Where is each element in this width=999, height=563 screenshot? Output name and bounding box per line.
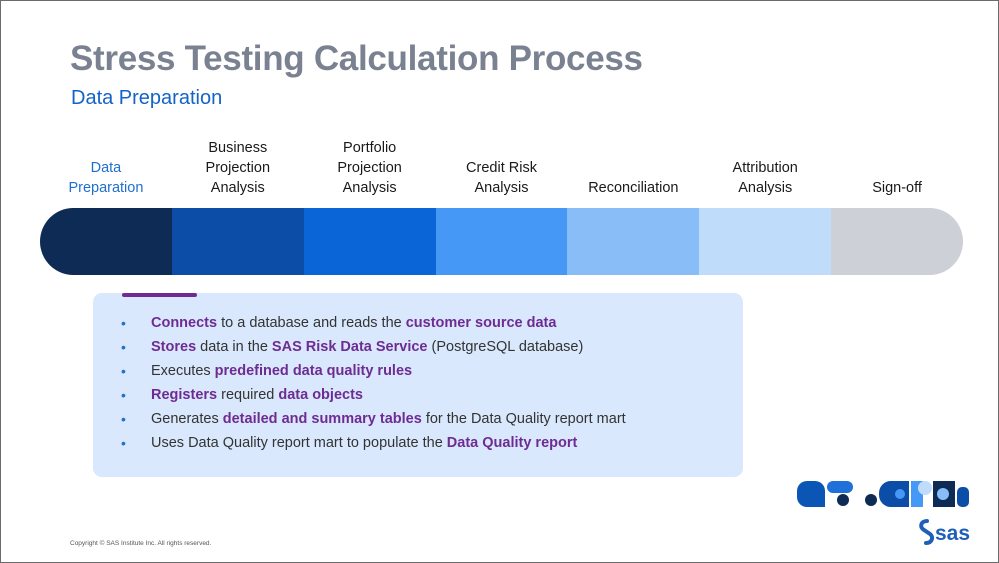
copyright-notice: Copyright © SAS Institute Inc. All right… — [70, 540, 212, 547]
process-step-label-line: Preparation — [68, 180, 144, 196]
bullet-text: Uses Data Quality report mart to populat… — [151, 435, 447, 451]
decorative-pattern-graphic — [797, 481, 969, 507]
bullet-emphasis: predefined data quality rules — [214, 363, 413, 379]
details-bullet-list: Connects to a database and reads the cus… — [121, 311, 626, 455]
process-segment-3 — [303, 208, 436, 275]
bullet-emphasis: data objects — [278, 387, 363, 403]
process-segment-2 — [171, 208, 304, 275]
slide-subtitle: Data Preparation — [71, 87, 223, 109]
process-step-label-7: Sign-off — [831, 178, 963, 198]
bullet-text: for the Data Quality report mart — [421, 411, 626, 427]
bullet-emphasis: SAS Risk Data Service — [271, 339, 428, 355]
bullet-text: Executes — [151, 363, 215, 379]
process-step-label-line: Business — [208, 140, 268, 156]
process-step-label-line: Projection — [337, 160, 402, 176]
bullet-emphasis: Connects — [151, 315, 218, 331]
details-bullet: Uses Data Quality report mart to populat… — [121, 431, 626, 455]
process-segment-5 — [567, 208, 700, 275]
bullet-emphasis: detailed and summary tables — [222, 411, 422, 427]
process-step-label-2: Business Projection Analysis — [172, 138, 304, 198]
bullet-text: required — [217, 387, 279, 403]
bullet-text: data in the — [196, 339, 272, 355]
process-step-label-line: Portfolio — [343, 140, 397, 156]
process-segment-1 — [40, 208, 172, 275]
svg-text:sas: sas — [935, 522, 970, 545]
details-bullet: Connects to a database and reads the cus… — [121, 311, 626, 335]
details-bullet: Generates detailed and summary tables fo… — [121, 407, 626, 431]
process-step-label-line: Reconciliation — [588, 180, 679, 196]
process-step-label-line: Sign-off — [872, 180, 922, 196]
bullet-emphasis: customer source data — [405, 315, 557, 331]
bullet-emphasis: Stores — [151, 339, 197, 355]
details-bullet: Registers required data objects — [121, 383, 626, 407]
process-step-label-3: Portfolio Projection Analysis — [304, 138, 436, 198]
process-step-label-line: Projection — [205, 160, 271, 176]
process-step-label-line: Credit Risk — [466, 160, 537, 176]
bullet-text: (PostgreSQL database) — [427, 339, 584, 355]
process-step-label-5: Reconciliation — [567, 178, 699, 198]
process-step-label-6: Attribution Analysis — [699, 158, 831, 198]
process-step-label-4: Credit Risk Analysis — [436, 158, 568, 198]
process-step-label-line: Analysis — [342, 180, 397, 196]
process-step-label-line: Analysis — [210, 180, 265, 196]
process-band — [40, 208, 963, 275]
process-step-label-line: Attribution — [732, 160, 798, 176]
bullet-emphasis: Registers — [151, 387, 218, 403]
process-step-label-line: Analysis — [474, 180, 529, 196]
bullet-text: Generates — [151, 411, 223, 427]
details-bullet: Executes predefined data quality rules — [121, 359, 626, 383]
process-segment-4 — [435, 208, 568, 275]
slide-title: Stress Testing Calculation Process — [70, 39, 643, 78]
sas-logo: sas — [919, 519, 970, 545]
active-step-marker — [122, 293, 197, 297]
process-segment-7 — [831, 208, 963, 275]
bullet-emphasis: Data Quality report — [446, 435, 578, 451]
process-step-label-1: Data Preparation — [40, 158, 172, 198]
details-bullet: Stores data in the SAS Risk Data Service… — [121, 335, 626, 359]
bullet-text: to a database and reads the — [217, 315, 406, 331]
process-step-label-line: Data — [90, 160, 122, 176]
process-step-label-line: Analysis — [738, 180, 793, 196]
process-segment-6 — [699, 208, 832, 275]
